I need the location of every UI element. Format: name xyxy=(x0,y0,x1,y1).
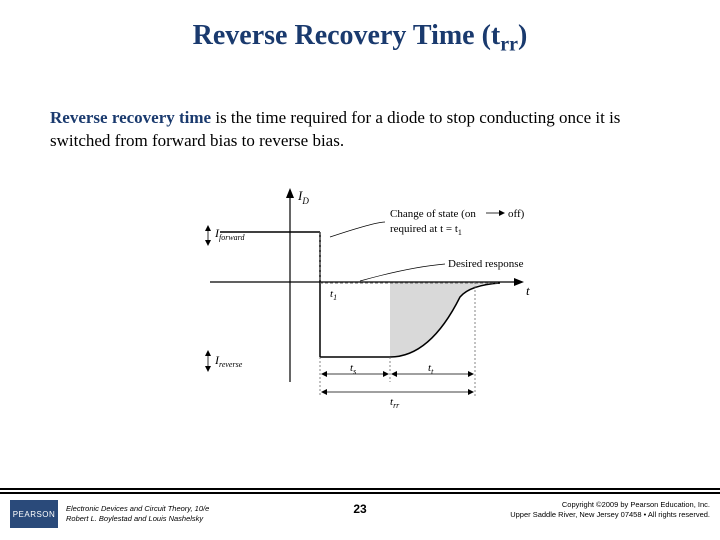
i-reverse-label: Ireverse xyxy=(214,353,243,369)
slide-footer: PEARSON Electronic Devices and Circuit T… xyxy=(0,492,720,540)
annotation-pointer xyxy=(330,222,385,237)
ts-arrow-l xyxy=(321,371,327,377)
body-paragraph: Reverse recovery time is the time requir… xyxy=(50,107,670,153)
term-highlight: Reverse recovery time xyxy=(50,108,211,127)
annotation-arrow-head xyxy=(499,210,505,216)
copyright-line2: Upper Saddle River, New Jersey 07458 • A… xyxy=(510,510,710,520)
trr-label: trr xyxy=(390,396,400,410)
slide: Reverse Recovery Time (trr) Reverse reco… xyxy=(0,0,720,540)
title-main: Reverse Recovery Time (t xyxy=(193,20,501,51)
page-number: 23 xyxy=(353,502,366,516)
title-sub: rr xyxy=(500,34,518,56)
x-axis-arrow xyxy=(514,278,524,286)
footer-copyright: Copyright ©2009 by Pearson Education, In… xyxy=(510,500,710,520)
tt-label: tt xyxy=(428,362,434,376)
i-forward-arrow-up xyxy=(205,225,211,231)
diagram-svg: ID t Iforward Ireverse xyxy=(180,182,540,412)
copyright-line1: Copyright ©2009 by Pearson Education, In… xyxy=(510,500,710,510)
footer-inner: PEARSON Electronic Devices and Circuit T… xyxy=(10,500,710,528)
desired-response-label: Desired response xyxy=(448,258,524,270)
trr-arrow-r xyxy=(468,389,474,395)
i-reverse-arrow-up xyxy=(205,350,211,356)
footer-book-info: Electronic Devices and Circuit Theory, 1… xyxy=(66,504,209,524)
t1-label: t1 xyxy=(330,288,337,302)
annotation-line2: required at t = t1 xyxy=(390,223,462,237)
i-forward-label: Iforward xyxy=(214,226,245,242)
annotation-off: off) xyxy=(508,208,525,220)
pearson-logo: PEARSON xyxy=(10,500,58,528)
y-axis-label: ID xyxy=(297,188,309,206)
footer-left: PEARSON Electronic Devices and Circuit T… xyxy=(10,500,209,528)
title-close: ) xyxy=(518,20,527,51)
x-axis-label: t xyxy=(526,283,530,298)
tt-arrow-r xyxy=(468,371,474,377)
y-axis-arrow xyxy=(286,188,294,198)
diagram-container: ID t Iforward Ireverse xyxy=(50,182,670,417)
book-authors: Robert L. Boylestad and Louis Nashelsky xyxy=(66,514,209,524)
annotation-line1: Change of state (on xyxy=(390,208,476,220)
trr-arrow-l xyxy=(321,389,327,395)
ts-arrow-r xyxy=(383,371,389,377)
desired-pointer xyxy=(360,264,445,281)
i-forward-arrow-down xyxy=(205,240,211,246)
slide-title: Reverse Recovery Time (trr) xyxy=(50,20,670,57)
ts-label: ts xyxy=(350,362,356,376)
tt-arrow-l xyxy=(391,371,397,377)
i-reverse-arrow-down xyxy=(205,366,211,372)
reverse-recovery-diagram: ID t Iforward Ireverse xyxy=(180,182,540,417)
book-title: Electronic Devices and Circuit Theory, 1… xyxy=(66,504,209,514)
